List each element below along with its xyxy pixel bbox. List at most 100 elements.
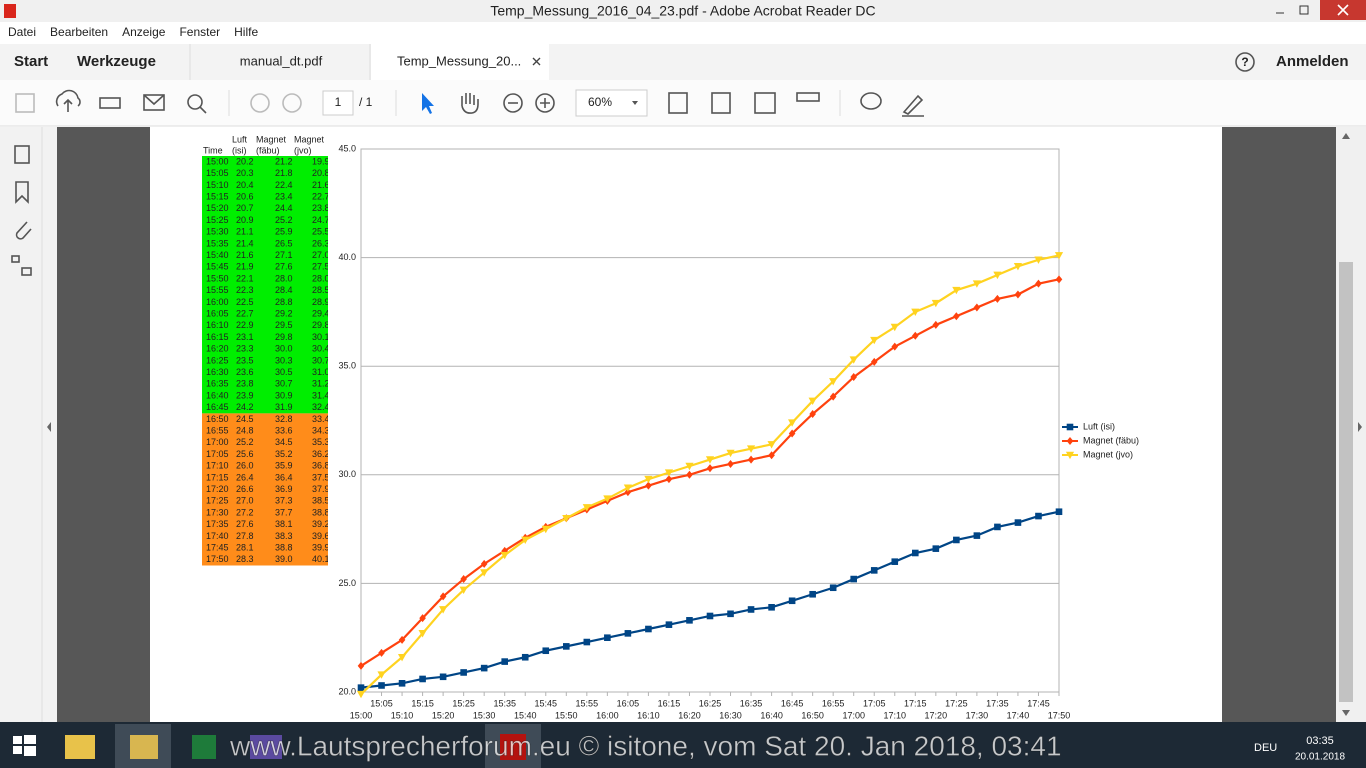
table-cell: 36.4 [275,472,293,482]
table-cell: 15:10 [206,180,229,190]
mail-button[interactable] [143,94,165,111]
sign-in[interactable]: Anmelden [1276,53,1349,70]
page-count: / 1 [359,95,373,109]
tools-tab[interactable]: Werkzeuge [77,53,156,70]
marker [624,630,632,637]
marker [357,661,365,670]
marker [911,331,919,340]
doc-tab[interactable]: Temp_Messung_20... [397,53,521,68]
clock-time[interactable]: 03:35 [1306,735,1334,747]
x-tick-label: 17:25 [945,698,968,708]
table-cell: 38.8 [312,507,330,517]
legend-label: Magnet (jvo) [1083,449,1133,459]
scrollbar-thumb[interactable] [1339,262,1353,702]
pages-panel[interactable] [14,145,30,164]
marker [706,612,714,620]
menu-item[interactable]: Anzeige [122,25,166,39]
table-cell: 38.3 [275,531,293,541]
menu-item[interactable]: Fenster [179,25,220,39]
table-cell: 37.9 [312,484,330,494]
table-cell: 17:05 [206,449,229,459]
save-button[interactable] [15,93,35,113]
table-cell: 30.5 [275,367,293,377]
table-cell: 36.9 [275,484,293,494]
left-panel [0,127,57,722]
x-tick-label: 17:30 [966,710,989,720]
doc-tab[interactable]: manual_dt.pdf [240,53,323,68]
select-tool[interactable] [422,93,434,114]
fit-tool[interactable] [668,92,688,114]
marker [1065,451,1075,460]
table-cell: 16:50 [206,414,229,424]
bookmarks-panel[interactable] [15,181,29,204]
taskbar-app[interactable] [130,735,158,759]
marker [398,635,406,644]
table-cell: 40.1 [312,554,330,564]
marker [645,481,652,490]
marker [931,299,940,308]
right-panel-toggle[interactable] [1358,422,1362,432]
x-tick-label: 17:35 [986,698,1009,708]
table-cell: 27.5 [312,262,330,272]
table-cell: 15:40 [206,250,229,260]
zoom-in[interactable] [535,93,555,113]
attachments-panel[interactable] [15,221,32,240]
active-tab[interactable] [371,44,549,81]
x-tick-label: 16:55 [822,698,845,708]
table-cell: 31.9 [275,402,293,412]
y-tick-label: 40.0 [338,252,356,262]
comment-tool[interactable] [860,92,882,110]
menu-item[interactable]: Bearbeiten [50,25,108,39]
taskbar-app[interactable] [250,735,282,759]
table-cell: 29.5 [275,320,293,330]
marker [891,558,899,565]
marker [972,280,981,288]
upload-button[interactable] [55,89,81,112]
taskbar-app[interactable] [65,735,95,759]
left-panel-toggle[interactable] [47,422,51,432]
table-cell: 15:00 [206,156,229,166]
table-cell: 24.4 [275,203,293,213]
start-button[interactable] [13,735,36,756]
menu-item[interactable]: Datei [8,25,36,39]
read-tool[interactable] [796,92,820,102]
home-tab[interactable]: Start [14,53,48,70]
y-tick-label: 20.0 [338,686,356,696]
full-page-tool[interactable] [711,92,731,114]
next-page[interactable] [282,93,302,113]
taskbar-app[interactable] [500,734,526,760]
taskbar-app[interactable] [192,735,216,759]
zoom-out[interactable] [503,93,523,113]
highlight-tool[interactable] [902,94,924,117]
marker [419,614,426,623]
table-cell: 16:40 [206,390,229,400]
help-button[interactable] [1235,52,1255,72]
language[interactable]: DEU [1254,742,1277,754]
page-input[interactable] [322,90,354,116]
marker [439,606,448,614]
marker [788,429,796,438]
print-button[interactable] [99,97,121,109]
tab-close[interactable] [532,57,541,66]
table-cell: 25.2 [236,437,254,447]
fullscreen-tool[interactable] [754,92,776,114]
table-cell: 38.1 [275,519,293,529]
clock-date[interactable]: 20.01.2018 [1295,752,1345,763]
restore-button[interactable] [1299,5,1309,15]
x-tick-label: 15:00 [350,710,373,720]
marker [685,462,694,471]
table-cell: 16:20 [206,344,229,354]
hand-tool[interactable] [461,93,479,114]
x-tick-label: 17:05 [863,698,886,708]
menu-item[interactable]: Hilfe [234,25,258,39]
prev-page[interactable] [250,93,270,113]
table-cell: 21.9 [236,262,254,272]
marker [1035,279,1042,288]
marker [870,357,878,366]
layers-panel[interactable] [11,255,20,263]
marker [1014,519,1022,526]
table-cell: 15:45 [206,262,229,272]
x-tick-label: 16:30 [719,710,742,720]
table-cell: 37.7 [275,507,293,517]
search-button[interactable] [187,94,203,110]
